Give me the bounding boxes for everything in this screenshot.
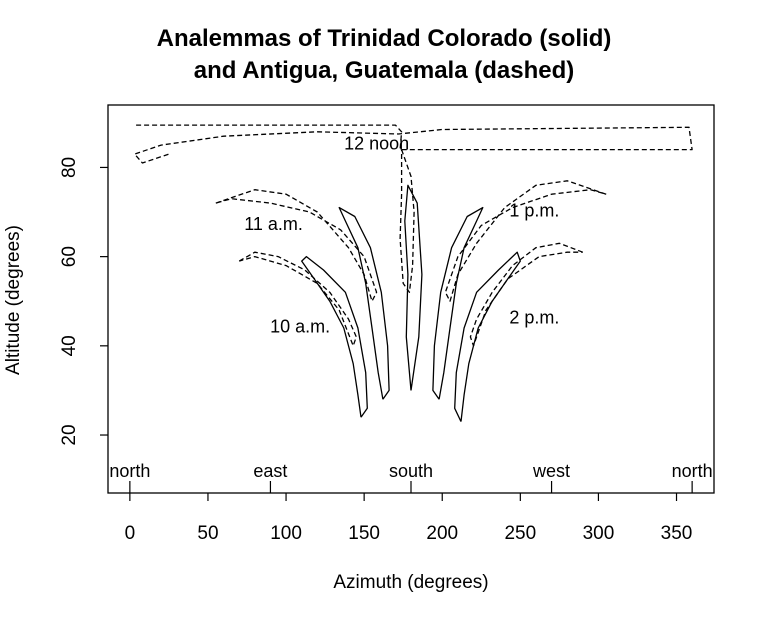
compass-label-north: north (672, 461, 713, 481)
series-trinidad-11am (338, 206, 390, 400)
chart-title: Analemmas of Trinidad Colorado (solid) (156, 25, 612, 52)
series-antigua-11am (215, 189, 378, 302)
x-tick-label: 250 (504, 523, 536, 544)
series-antigua-noon-loop (399, 149, 415, 293)
analemma-curves (133, 124, 693, 422)
plot-frame (107, 104, 715, 494)
compass-label-east: east (253, 461, 287, 481)
y-tick-label: 60 (59, 246, 80, 267)
x-tick-label: 100 (270, 523, 302, 544)
annotation-label: 1 p.m. (509, 200, 559, 220)
compass-label-north: north (109, 461, 150, 481)
series-trinidad-10am (301, 255, 368, 418)
y-tick-label: 80 (59, 157, 80, 178)
annotation-label: 2 p.m. (509, 308, 559, 328)
x-tick-label: 150 (348, 523, 380, 544)
chart-subtitle: and Antigua, Guatemala (dashed) (193, 57, 575, 84)
series-antigua-noon-high (133, 124, 693, 164)
x-tick-label: 300 (583, 523, 615, 544)
y-axis-label: Altitude (degrees) (3, 225, 24, 375)
x-tick-label: 50 (197, 523, 218, 544)
annotation-label: 11 a.m. (244, 214, 303, 234)
compass-marks: north east south west north (109, 461, 713, 493)
annotation-label: 10 a.m. (270, 316, 330, 336)
series-trinidad-2pm (454, 251, 521, 422)
series-trinidad-1pm (432, 206, 484, 400)
series-antigua-1pm (444, 180, 607, 302)
series-antigua-2pm (469, 242, 584, 347)
series-trinidad-noon (404, 184, 423, 391)
annotation-labels: 12 noon 11 a.m. 1 p.m. 10 a.m. 2 p.m. (244, 134, 559, 337)
series-antigua-10am (238, 251, 357, 347)
y-tick-label: 20 (59, 424, 80, 445)
compass-label-west: west (532, 461, 570, 481)
x-tick-label: 350 (661, 523, 693, 544)
x-tick-label: 200 (426, 523, 458, 544)
annotation-label: 12 noon (344, 134, 409, 154)
compass-label-south: south (389, 461, 433, 481)
axes-group: 0 50 100 150 200 250 300 350 20 40 60 80 (59, 157, 692, 544)
x-tick-label: 0 (125, 523, 136, 544)
x-axis-label: Azimuth (degrees) (333, 572, 489, 593)
y-tick-label: 40 (59, 335, 80, 356)
